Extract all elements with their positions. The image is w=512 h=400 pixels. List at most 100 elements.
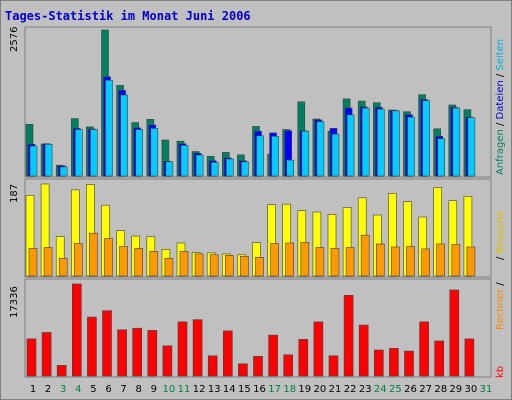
rechner-bar	[285, 242, 295, 277]
kb-bar	[41, 332, 52, 377]
seiten-bar	[331, 133, 340, 177]
rechner-bar	[225, 255, 234, 277]
legend-middle-label: / Besuche	[495, 211, 506, 260]
rechner-bar	[255, 256, 264, 277]
legend-part: /	[495, 253, 506, 260]
rechner-bar	[451, 244, 461, 277]
rechner-bar	[240, 255, 249, 277]
kb-bar	[192, 319, 203, 377]
day-label: 6	[105, 384, 111, 395]
rechner-bar	[104, 238, 113, 277]
seiten-bar	[452, 107, 461, 177]
rechner-bar	[164, 257, 174, 277]
kb-bar	[419, 321, 429, 377]
legend-part: Dateien	[495, 80, 506, 119]
day-label: 25	[389, 384, 402, 395]
kb-bar	[117, 329, 127, 377]
legend-part: Besuche	[495, 211, 506, 254]
seiten-bar	[165, 161, 174, 177]
rechner-bar	[179, 251, 189, 277]
day-label: 26	[404, 384, 417, 395]
seiten-bar	[422, 100, 430, 177]
chart-title: Tages-Statistik im Monat Juni 2006	[5, 9, 251, 23]
seiten-bar	[361, 107, 370, 177]
seiten-bar	[467, 117, 476, 177]
day-label: 4	[75, 384, 81, 395]
day-label: 16	[253, 384, 266, 395]
day-label: 17	[268, 384, 281, 395]
seiten-bar	[226, 158, 234, 177]
rechner-bar	[391, 246, 400, 277]
kb-bar	[56, 365, 67, 377]
day-label: 24	[374, 384, 387, 395]
seiten-bar	[271, 136, 279, 177]
ymax-bottom-label: 17336	[9, 286, 20, 318]
day-label: 19	[298, 384, 311, 395]
ymax-top-label: 2576	[9, 27, 20, 52]
day-label: 31	[480, 384, 493, 395]
rechner-bar	[28, 248, 38, 277]
seiten-bar	[407, 116, 415, 177]
day-label: 22	[344, 384, 357, 395]
legend-middle2-label: Rechner /	[495, 282, 506, 330]
rechner-bar	[134, 248, 143, 277]
legend-bottom-label: kb	[495, 366, 506, 378]
rechner-bar	[89, 232, 98, 277]
seiten-bar	[90, 129, 98, 177]
kb-bar	[147, 330, 158, 377]
day-label: 3	[60, 384, 66, 395]
kb-bar	[177, 321, 188, 377]
seiten-bar	[316, 121, 325, 177]
seiten-bar	[301, 130, 310, 177]
rechner-bar	[300, 242, 310, 277]
rechner-bar	[270, 243, 279, 277]
seiten-bar	[195, 154, 204, 177]
kb-bar	[389, 348, 399, 377]
day-label: 18	[283, 384, 296, 395]
seiten-bar	[59, 166, 68, 177]
day-label: 21	[329, 384, 342, 395]
kb-bar	[87, 316, 97, 377]
rechner-bar	[406, 246, 415, 277]
legend-part: /	[495, 119, 506, 129]
kb-bar	[162, 345, 173, 377]
kb-bar	[268, 334, 278, 377]
legend-part: /	[495, 282, 506, 289]
kb-bar	[26, 338, 37, 377]
day-label: 29	[449, 384, 462, 395]
kb-bar	[373, 349, 384, 377]
day-label: 23	[359, 384, 372, 395]
legend-top-label: Anfragen / Dateien / Seiten	[495, 39, 506, 175]
seiten-bar	[256, 135, 264, 177]
seiten-bar	[105, 79, 113, 177]
kb-bar	[238, 363, 248, 377]
kb-bar	[102, 310, 112, 377]
day-label: 1	[30, 384, 36, 395]
seiten-bar	[286, 159, 295, 177]
day-label: 7	[120, 384, 126, 395]
kb-bar	[358, 324, 369, 377]
kb-bar	[132, 327, 142, 377]
kb-bar	[313, 321, 324, 377]
seiten-bar	[75, 129, 83, 177]
legend-part: Seiten	[495, 39, 506, 71]
rechner-bar	[74, 243, 83, 277]
kb-bar	[404, 350, 414, 377]
rechner-bar	[43, 247, 53, 277]
seiten-bar	[120, 94, 128, 177]
day-labels: 1 2 3 4 5 6 7 8 9 10 11 12 13 14 15 16 17 18 19 20 21 22 23 24 2…	[30, 384, 493, 395]
seiten-bar	[44, 144, 53, 177]
kb-bar	[207, 355, 218, 377]
seiten-bar	[135, 129, 143, 177]
kb-bar	[464, 338, 475, 377]
rechner-bar	[194, 253, 204, 277]
ymax-middle-label: 187	[9, 184, 20, 203]
kb-bar	[298, 339, 309, 377]
legend-part: kb	[495, 366, 506, 378]
day-label: 14	[223, 384, 236, 395]
rechner-bar	[119, 246, 128, 277]
day-label: 13	[208, 384, 221, 395]
day-label: 10	[163, 384, 176, 395]
day-label: 8	[136, 384, 142, 395]
rechner-bar	[436, 243, 446, 277]
